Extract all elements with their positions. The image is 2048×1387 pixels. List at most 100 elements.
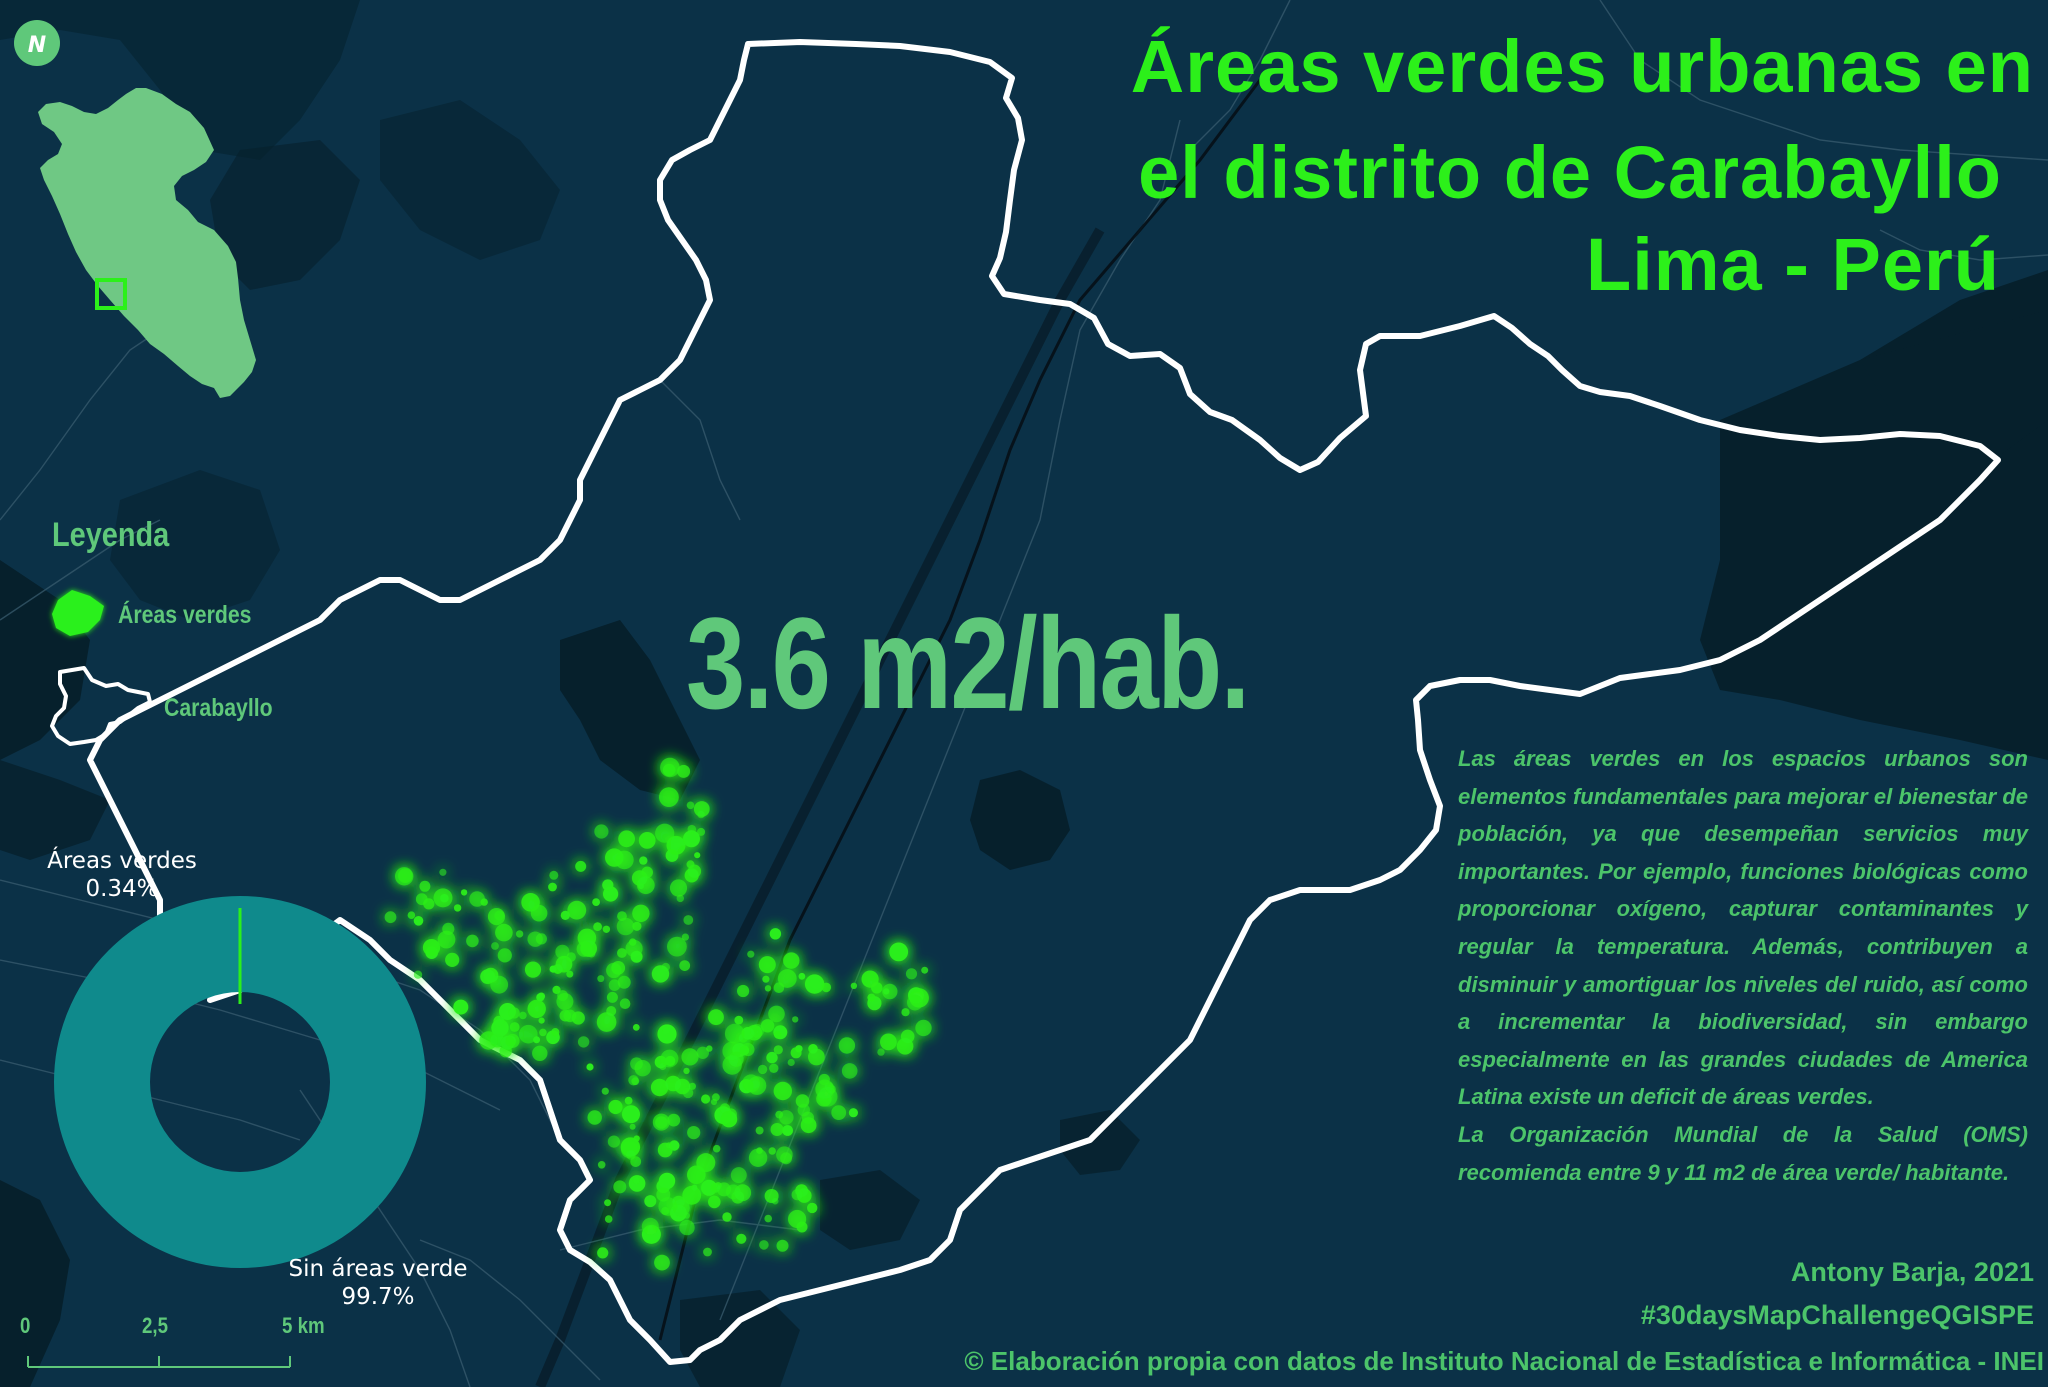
green-area-patch <box>736 1233 747 1244</box>
green-area-patch <box>608 1099 623 1115</box>
green-area-patch <box>617 975 631 989</box>
green-area-patch <box>905 968 918 980</box>
green-area-patch <box>768 1005 785 1023</box>
green-area-patch <box>764 1214 772 1223</box>
green-area-patch <box>777 969 797 988</box>
green-area-patch <box>606 962 622 979</box>
green-area-patch <box>633 1135 640 1142</box>
green-area-patch <box>669 879 688 897</box>
green-area-patch <box>613 1180 627 1194</box>
green-area-patch <box>770 1123 784 1136</box>
green-area-patch <box>686 801 695 810</box>
green-area-patch <box>687 1126 701 1140</box>
green-area-patch <box>604 1215 613 1223</box>
green-area-patch <box>773 1045 783 1055</box>
green-area-patch <box>681 933 690 941</box>
green-area-patch <box>750 1024 764 1038</box>
green-area-patch <box>587 1110 602 1125</box>
green-area-patch <box>659 787 679 807</box>
green-area-patch <box>712 1093 720 1102</box>
green-area-patch <box>624 1096 633 1105</box>
green-area-patch <box>787 1058 795 1067</box>
green-area-patch <box>850 982 858 989</box>
green-area-patch <box>453 999 469 1015</box>
green-area-patch <box>660 1049 679 1068</box>
green-area-patch <box>889 942 909 962</box>
green-area-patch <box>527 931 543 947</box>
green-area-patch <box>818 1073 830 1086</box>
green-area-patch <box>466 934 479 948</box>
green-area-patch <box>756 1147 763 1154</box>
description-text: Las áreas verdes en los espacios urbanos… <box>1458 740 2028 1191</box>
green-area-patch <box>460 889 468 896</box>
green-area-patch <box>602 925 611 933</box>
green-area-patch <box>757 1064 768 1075</box>
green-area-patch <box>577 1036 590 1048</box>
green-area-patch <box>527 999 546 1019</box>
green-areas-layer <box>384 757 932 1271</box>
green-area-patch <box>817 1086 838 1107</box>
green-area-patch <box>596 1012 617 1032</box>
green-area-patch <box>469 891 485 907</box>
green-area-patch <box>679 960 691 971</box>
green-area-patch <box>748 1148 768 1168</box>
green-area-icon <box>52 590 104 636</box>
green-area-patch <box>657 1142 673 1158</box>
donut-label-green-areas: Áreas verdes 0.34% <box>18 848 226 903</box>
green-area-patch <box>641 1217 659 1235</box>
description-paragraph-2: La Organización Mundial de la Salud (OMS… <box>1458 1121 2028 1185</box>
green-area-patch <box>877 1048 885 1056</box>
green-area-patch <box>771 1197 779 1205</box>
green-area-patch <box>730 1167 747 1184</box>
peru-inset-map <box>38 88 256 398</box>
green-area-patch <box>679 1219 695 1236</box>
green-area-patch <box>666 835 686 855</box>
green-area-patch <box>630 1057 643 1071</box>
green-area-patch <box>901 1008 910 1017</box>
green-area-patch <box>708 1009 724 1026</box>
green-area-patch <box>629 1123 636 1130</box>
green-area-patch <box>608 979 621 991</box>
green-area-patch <box>696 1046 709 1060</box>
green-area-patch <box>651 965 670 983</box>
green-area-patch <box>606 991 618 1003</box>
green-area-patch <box>487 908 506 926</box>
donut-none-value: 99.7% <box>341 1283 415 1310</box>
green-area-patch <box>782 1125 793 1136</box>
green-area-patch <box>505 1033 520 1048</box>
green-area-patch <box>594 824 609 839</box>
map-title-line-3: Lima - Perú <box>1586 223 2000 306</box>
green-area-patch <box>808 1044 818 1054</box>
green-area-patch <box>768 1147 776 1155</box>
description-paragraph-1: Las áreas verdes en los espacios urbanos… <box>1458 746 2028 1110</box>
green-area-patch <box>831 1105 847 1120</box>
green-area-patch <box>764 985 772 992</box>
green-area-patch <box>491 942 499 950</box>
green-area-patch <box>638 832 656 849</box>
donut-label-no-green-areas: Sin áreas verde 99.7% <box>258 1256 498 1311</box>
green-area-patch <box>795 1045 803 1053</box>
green-area-patch <box>493 1015 505 1027</box>
study-area-marker <box>95 278 127 310</box>
green-area-patch <box>413 970 423 979</box>
green-area-patch <box>697 827 706 836</box>
green-area-patch <box>882 983 898 1000</box>
green-area-patch <box>641 866 653 879</box>
green-area-patch <box>769 1063 779 1074</box>
green-area-patch <box>900 1029 915 1044</box>
green-area-patch <box>662 1026 670 1034</box>
green-area-patch <box>658 1197 678 1216</box>
green-area-patch <box>776 1146 793 1163</box>
green-area-patch <box>759 1240 769 1250</box>
green-area-patch <box>425 946 439 959</box>
green-area-patch <box>530 904 548 922</box>
green-area-patch <box>775 1110 784 1119</box>
green-area-patch <box>734 1015 744 1025</box>
green-area-patch <box>667 1113 681 1127</box>
green-area-patch <box>597 1161 606 1169</box>
green-area-patch <box>566 970 574 978</box>
scale-bar <box>27 1356 291 1368</box>
green-area-patch <box>682 1185 702 1205</box>
green-area-patch <box>691 1184 698 1191</box>
green-area-patch <box>439 868 447 876</box>
